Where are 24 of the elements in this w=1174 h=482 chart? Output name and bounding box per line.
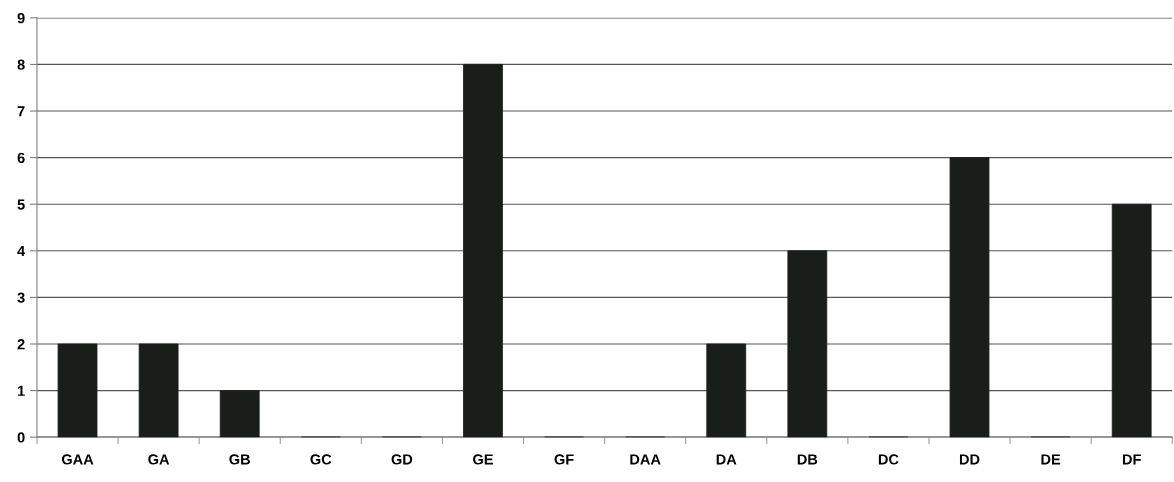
y-tick-label: 2 — [17, 339, 25, 350]
x-tick-label: DF — [1122, 454, 1141, 465]
x-tick-label: DA — [716, 454, 737, 465]
x-tick-label: DC — [878, 454, 899, 465]
y-tick-label: 7 — [17, 106, 25, 117]
x-tick-label: DAA — [630, 454, 661, 465]
y-tick-label: 5 — [17, 199, 25, 210]
x-tick-label: DD — [959, 454, 980, 465]
x-tick-label: DB — [797, 454, 818, 465]
y-tick-label: 3 — [17, 292, 25, 303]
y-tick-label: 1 — [17, 385, 25, 396]
y-tick-label: 4 — [17, 246, 26, 257]
x-tick-label: GE — [473, 454, 493, 465]
x-tick-label: GB — [229, 454, 250, 465]
x-tick-label: GA — [148, 454, 170, 465]
x-tick-label: DE — [1041, 454, 1061, 465]
x-tick-label: GF — [554, 454, 574, 465]
x-tick-label: GAA — [61, 454, 94, 465]
x-tick-label: GC — [310, 454, 332, 465]
x-tick-label: GD — [391, 454, 413, 465]
y-tick-label: 0 — [17, 432, 25, 443]
y-tick-label: 6 — [17, 152, 25, 164]
y-tick-label: 8 — [17, 59, 25, 70]
y-tick-label: 9 — [17, 12, 25, 24]
